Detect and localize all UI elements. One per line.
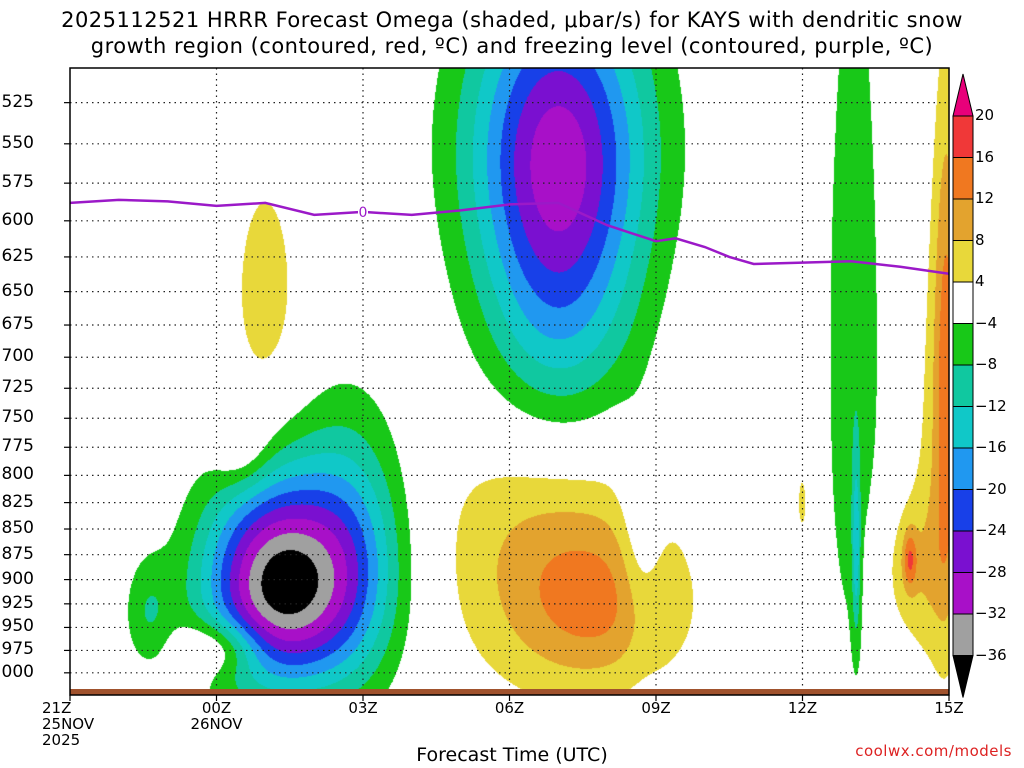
colorbar (952, 73, 974, 698)
y-tick-label-725: 725 (1, 377, 34, 398)
y-tick-label-650: 650 (1, 280, 34, 301)
y-tick-label-775: 775 (1, 436, 34, 457)
y-tick-label-850: 850 (1, 518, 34, 539)
colorbar-bottom-arrow (952, 655, 974, 698)
colorbar-label: 12 (975, 189, 995, 207)
y-tick-label-550: 550 (1, 132, 34, 153)
colorbar-label: −28 (975, 562, 1007, 581)
colorbar-top-arrow (952, 73, 974, 117)
credit-link[interactable]: coolwx.com/models (855, 742, 1012, 760)
chart-title-line1: 2025112521 HRRR Forecast Omega (shaded, … (61, 8, 963, 32)
colorbar-label: −8 (975, 355, 998, 373)
colorbar-label: 16 (975, 147, 995, 166)
x-tick-label-03Z: 03Z (348, 699, 378, 717)
colorbar-swatch-12 (952, 613, 974, 656)
y-tick-label-825: 825 (1, 491, 34, 512)
colorbar-label: −24 (975, 521, 1007, 539)
y-tick-label-625: 625 (1, 245, 34, 266)
colorbar-label: −36 (975, 645, 1007, 664)
y-tick-label-975: 975 (1, 639, 34, 660)
colorbar-swatch-3 (952, 240, 974, 283)
grid-layer (70, 68, 949, 695)
axis-tick-marks (64, 102, 950, 701)
y-tick-label-525: 525 (1, 91, 34, 112)
colorbar-swatch-4 (952, 281, 974, 324)
x-tick-label-12Z: 12Z (787, 699, 818, 717)
x-tick-label-21Z: 21Z 25NOV 2025 (42, 699, 95, 749)
x-axis-label: Forecast Time (UTC) (416, 744, 608, 766)
colorbar-swatch-0 (952, 115, 974, 158)
surface-terrain-band (70, 689, 949, 695)
colorbar-swatch-6 (952, 364, 974, 407)
y-tick-label-750: 750 (1, 407, 34, 428)
freezing-level-contour (70, 198, 949, 276)
colorbar-swatch-5 (952, 323, 974, 366)
y-tick-label-925: 925 (1, 592, 34, 613)
colorbar-swatch-9 (952, 489, 974, 532)
y-tick-label-900: 900 (1, 568, 34, 589)
chart-title-line2: growth region (contoured, red, ºC) and f… (90, 34, 934, 58)
x-tick-label-06Z: 06Z (494, 699, 525, 717)
colorbar-swatch-1 (952, 157, 974, 200)
colorbar-swatch-10 (952, 530, 974, 573)
colorbar-label: −20 (975, 479, 1007, 498)
colorbar-swatch-2 (952, 198, 974, 241)
x-tick-label-00Z: 00Z 26NOV (190, 699, 243, 733)
x-tick-label-15Z: 15Z (934, 699, 964, 717)
y-tick-label-675: 675 (1, 314, 34, 335)
colorbar-label: −4 (975, 313, 998, 332)
y-tick-label-700: 700 (1, 346, 34, 367)
colorbar-label: 8 (975, 230, 985, 249)
y-tick-label-600: 600 (1, 209, 34, 230)
colorbar-label: 20 (975, 106, 995, 124)
colorbar-label: −32 (975, 604, 1007, 622)
freezing-level-label-group: 0 (358, 203, 368, 221)
x-tick-label-09Z: 09Z (641, 699, 671, 717)
colorbar-label: −16 (975, 438, 1007, 456)
y-tick-label-875: 875 (1, 543, 34, 564)
y-tick-label-950: 950 (1, 616, 34, 637)
freezing-level-label: 0 (359, 205, 368, 221)
colorbar-swatch-7 (952, 406, 974, 449)
y-tick-label-1000: 1000 (0, 661, 34, 682)
y-tick-label-800: 800 (1, 464, 34, 485)
colorbar-swatch-8 (952, 447, 974, 490)
colorbar-swatch-11 (952, 572, 974, 615)
y-tick-label-575: 575 (1, 172, 34, 193)
colorbar-label: −12 (975, 396, 1007, 415)
colorbar-label: 4 (975, 272, 985, 290)
